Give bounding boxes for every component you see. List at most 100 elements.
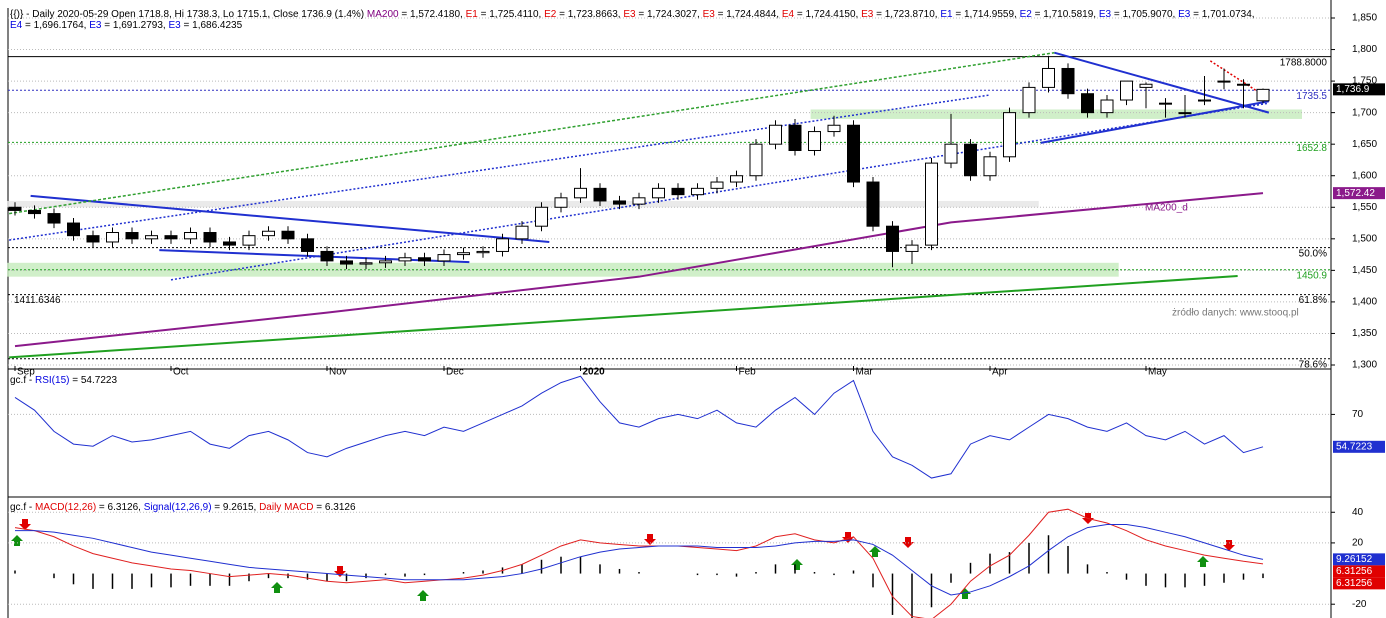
value-box-label: 54.7223 — [1336, 441, 1373, 452]
header-text: E1 — [940, 9, 953, 20]
candle-body — [437, 254, 451, 262]
candle-body — [203, 232, 217, 243]
candle-body — [944, 143, 958, 164]
candle-body — [964, 143, 977, 177]
y-tick-label: 1,300 — [1352, 360, 1377, 371]
candle-body — [515, 225, 529, 240]
header-text: E3 — [1098, 9, 1112, 20]
level-label: 50.0% — [1299, 248, 1327, 259]
y-tick-label: -20 — [1352, 599, 1367, 610]
candle-body — [106, 232, 119, 243]
header-text: gc.f - — [10, 502, 36, 513]
header-text: E3 — [89, 20, 102, 31]
candle-body — [769, 124, 782, 145]
x-tick-label: Dec — [446, 367, 464, 378]
header-text: MA200 — [366, 9, 399, 20]
candle-body — [1178, 112, 1192, 115]
candle-body — [886, 225, 899, 252]
header-text: E3 — [702, 9, 715, 20]
candle-body — [1003, 112, 1016, 158]
candle-body — [749, 143, 763, 177]
header-text: = 6.3126, — [96, 502, 144, 513]
candle-body — [1100, 99, 1114, 114]
candle-body — [671, 187, 685, 196]
y-tick-label: 1,850 — [1352, 13, 1377, 24]
header-text: = 1,705.9070, — [1111, 9, 1179, 20]
header-text: = 1,572.4180, — [398, 9, 466, 20]
header-text: = 54.7223 — [69, 375, 118, 386]
y-tick-label: 40 — [1352, 507, 1364, 518]
candle-body — [691, 187, 704, 196]
x-tick-label: Nov — [329, 367, 347, 378]
candle-body — [398, 257, 412, 262]
trendline — [1054, 51, 1270, 114]
candle-body — [28, 209, 41, 215]
header-text: = 1,710.5819, — [1031, 9, 1099, 20]
candle-body — [379, 260, 392, 264]
value-box — [1333, 565, 1385, 578]
candle-body — [281, 230, 295, 240]
header-text: = 1,723.8710, — [873, 9, 941, 20]
header-text: = 9.2615, — [211, 502, 260, 513]
candle-body — [418, 257, 431, 262]
value-box-label: 1,572.42 — [1336, 188, 1375, 199]
value-box-label: 9.26152 — [1336, 554, 1373, 565]
header-text: Daily MACD — [259, 502, 314, 513]
ma200-line — [14, 192, 1264, 348]
candle-body — [301, 238, 314, 252]
candle-body — [808, 131, 821, 151]
header-text: E2 — [1019, 9, 1032, 20]
x-tick-label: Apr — [992, 367, 1008, 378]
y-tick-label: 1,700 — [1352, 107, 1377, 118]
y-tick-label: 1,350 — [1352, 328, 1377, 339]
y-tick-label: 1,600 — [1352, 170, 1377, 181]
header-text: E3 — [1178, 9, 1191, 20]
header-text: = 1,714.9559, — [952, 9, 1020, 20]
candle-body — [184, 232, 197, 240]
rsi-header: gc.f - RSI(15) = 54.7223 — [10, 375, 117, 386]
ma200-label: MA200_d — [1145, 203, 1188, 214]
header-text: = 6.3126 — [313, 502, 356, 513]
candle-body — [1159, 102, 1172, 105]
rsi-line — [14, 375, 1264, 479]
source-note: żródło danych: www.stooq.pl — [1172, 308, 1299, 319]
value-box-label: 6.31256 — [1336, 566, 1373, 577]
y-tick-label: 20 — [1352, 538, 1364, 549]
candle-body — [125, 232, 139, 240]
header-text: = 1,724.4844, — [714, 9, 782, 20]
candle-body — [1256, 88, 1270, 102]
value-box — [1333, 187, 1385, 200]
value-box-label: 1,736.9 — [1336, 84, 1370, 95]
candle-body — [145, 235, 158, 240]
x-tick-label: Mar — [856, 367, 874, 378]
candle-body — [1198, 99, 1211, 102]
candle-body — [1217, 80, 1231, 83]
header-text: gc.f - — [10, 375, 36, 386]
candle-body — [593, 187, 607, 202]
trendline — [9, 94, 991, 241]
candle-body — [925, 162, 938, 246]
candle-body — [320, 250, 334, 262]
price-header: {{)} - Daily 2020-05-29 Open 1718.8, Hi … — [10, 9, 1255, 20]
value-box — [1333, 440, 1385, 453]
header-text: = 1,691.2793, — [101, 20, 169, 31]
level-label: 1735.5 — [1296, 91, 1327, 102]
x-tick-label: 2020 — [583, 367, 606, 378]
candle-body — [1237, 83, 1250, 86]
candle-body — [827, 124, 841, 133]
header-text: = 1,686.4235 — [180, 20, 243, 31]
candle-body — [340, 260, 353, 265]
candle-body — [8, 206, 22, 211]
candle-body — [262, 230, 275, 237]
zone — [7, 200, 1039, 208]
header-text: = 1,724.4150, — [794, 9, 862, 20]
candle-body — [1042, 67, 1055, 88]
y-tick-label: 70 — [1352, 409, 1364, 420]
candle-body — [554, 197, 568, 208]
header-text: Signal(12,26,9) — [143, 502, 212, 513]
macd-line — [14, 508, 1264, 618]
candle-body — [574, 187, 587, 199]
candle-body — [905, 244, 919, 252]
price-header-2: E4 = 1,696.1764, E3 = 1,691.2793, E3 = 1… — [10, 20, 242, 31]
